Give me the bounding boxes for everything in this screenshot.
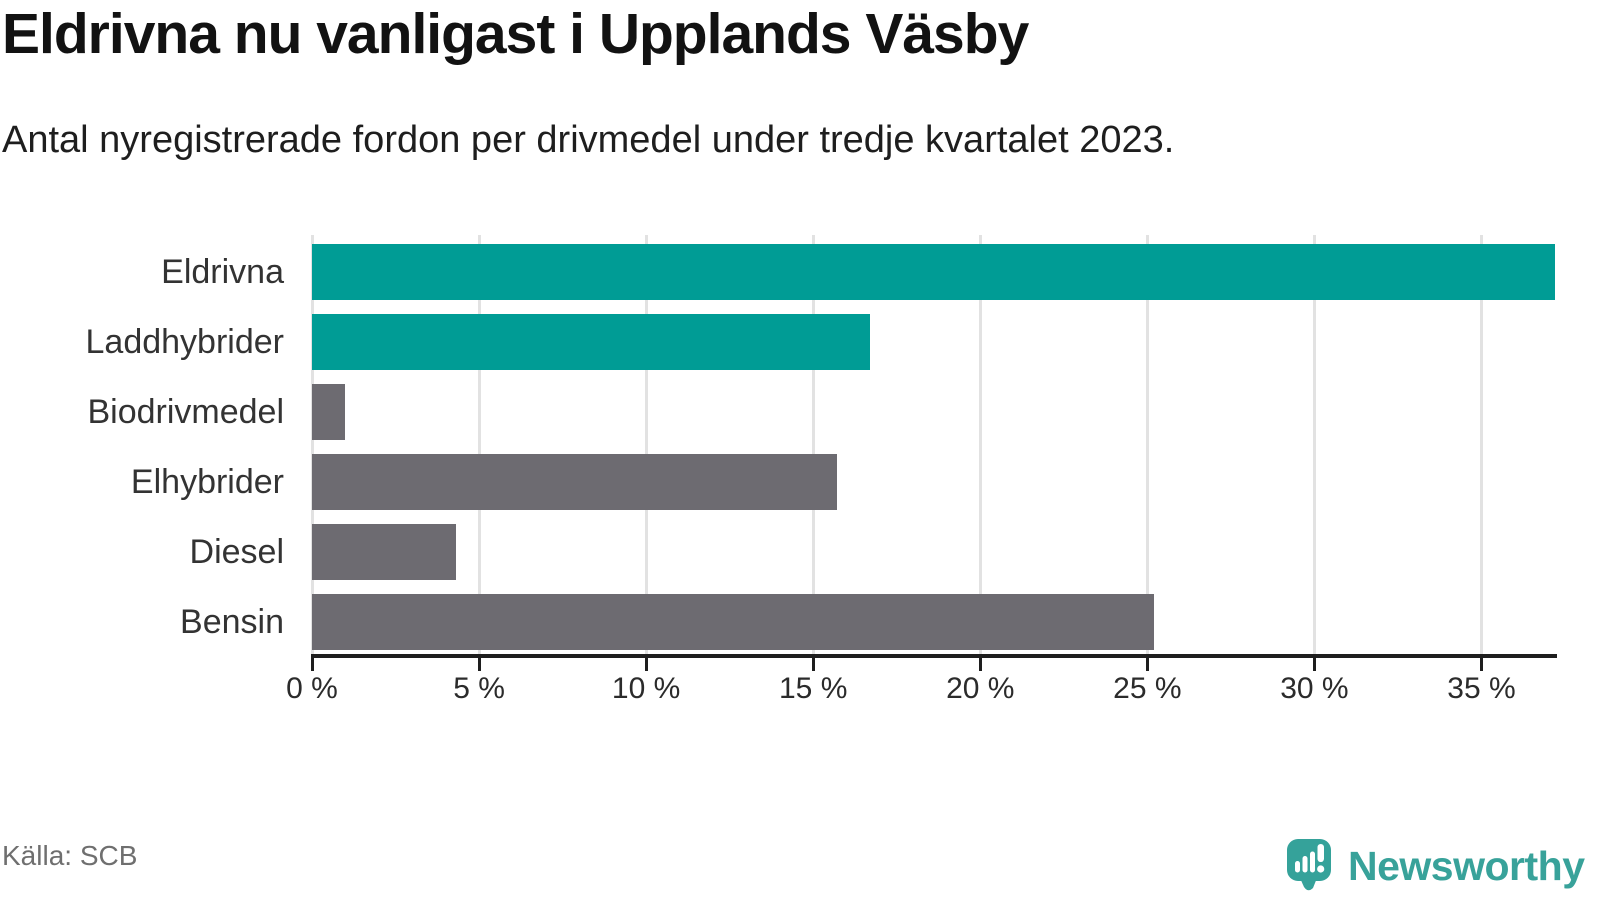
category-label-eldrivna: Eldrivna (161, 253, 284, 291)
bar-elhybrider (312, 454, 837, 510)
x-axis-line (311, 654, 1557, 658)
category-label-elhybrider: Elhybrider (130, 463, 284, 501)
x-tick-30 (1313, 658, 1317, 671)
gridline-35 (1480, 235, 1484, 654)
bar-bensin (312, 594, 1155, 650)
gridline-15 (812, 235, 816, 654)
bar-biodrivmedel (312, 384, 346, 440)
x-tick-label-15: 15 % (779, 672, 848, 705)
x-tick-label-30: 30 % (1280, 672, 1349, 705)
chart-title: Eldrivna nu vanligast i Upplands Väsby (2, 2, 1029, 66)
x-tick-0 (311, 658, 314, 671)
x-tick-label-25: 25 % (1113, 672, 1182, 705)
gridline-0 (311, 235, 314, 654)
gridline-5 (478, 235, 482, 654)
plot-area (311, 235, 1555, 654)
x-tick-25 (1146, 658, 1150, 671)
x-tick-20 (979, 658, 983, 671)
x-tick-5 (478, 658, 482, 671)
category-label-laddhybrider: Laddhybrider (85, 323, 284, 361)
category-label-bensin: Bensin (180, 603, 284, 641)
x-tick-15 (812, 658, 816, 671)
gridline-30 (1313, 235, 1317, 654)
x-tick-10 (645, 658, 649, 671)
category-label-diesel: Diesel (189, 533, 284, 571)
gridline-25 (1146, 235, 1150, 654)
x-tick-label-5: 5 % (453, 672, 505, 705)
newsworthy-logo-icon (1287, 839, 1331, 891)
source-note: Källa: SCB (2, 840, 138, 871)
x-tick-35 (1480, 658, 1484, 671)
x-tick-label-0: 0 % (286, 672, 338, 705)
gridline-10 (645, 235, 649, 654)
chart-subtitle: Antal nyregistrerade fordon per drivmede… (2, 119, 1175, 161)
gridline-20 (979, 235, 983, 654)
bar-diesel (312, 524, 456, 580)
newsworthy-logo: Newsworthy (1286, 838, 1585, 894)
x-tick-label-20: 20 % (946, 672, 1015, 705)
bar-laddhybrider (312, 314, 870, 370)
category-label-biodrivmedel: Biodrivmedel (87, 393, 284, 431)
x-tick-label-35: 35 % (1447, 672, 1516, 705)
x-tick-label-10: 10 % (611, 672, 681, 705)
newsworthy-logo-text: Newsworthy (1348, 842, 1585, 889)
bar-eldrivna (312, 244, 1555, 300)
